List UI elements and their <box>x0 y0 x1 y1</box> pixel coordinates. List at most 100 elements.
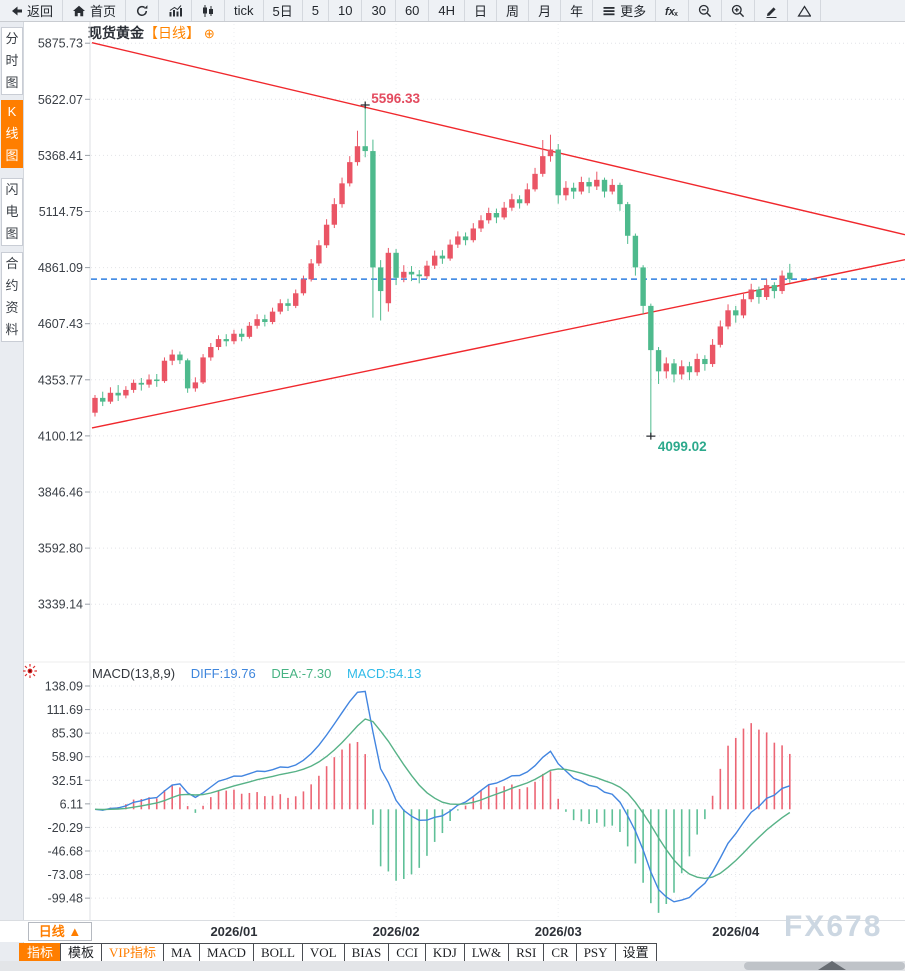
candlestick-series <box>92 104 793 437</box>
xaxis-row: 日线 ▲ <box>0 920 905 942</box>
indicator-tab-MACD[interactable]: MACD <box>198 943 254 962</box>
toolbar-button-label: 首页 <box>90 4 117 19</box>
sidebar-item-lightning[interactable]: 闪电图 <box>1 178 23 246</box>
period-label: 【日线】 <box>144 25 200 41</box>
price-axis-labels: 5875.73 5622.07 5368.41 5114.75 4861.09 4607.… <box>38 37 90 612</box>
toolbar-button-label: 年 <box>570 4 584 19</box>
pencil-icon <box>764 4 778 18</box>
sidebar-item-time-share[interactable]: 分时图 <box>1 27 23 95</box>
svg-text:-73.08: -73.08 <box>48 868 83 882</box>
indicator-tab-CR[interactable]: CR <box>543 943 577 962</box>
toolbar-button-month[interactable]: 月 <box>529 0 562 21</box>
svg-text:32.51: 32.51 <box>52 774 83 788</box>
toolbar-button-min5[interactable]: 5 <box>303 0 329 21</box>
svg-text:x: x <box>674 11 678 18</box>
svg-text:111.69: 111.69 <box>47 703 83 717</box>
toolbar-button-zoom-in[interactable] <box>722 0 756 21</box>
toolbar-button-tick[interactable]: tick <box>225 0 264 21</box>
toolbar-button-min10[interactable]: 10 <box>329 0 363 21</box>
period-selector-arrow-icon: ▲ <box>68 924 82 939</box>
macd-macd-value: MACD:54.13 <box>346 666 422 681</box>
toolbar-button-back[interactable]: 返回 <box>0 0 64 21</box>
sidebar-item-contract-info[interactable]: 合约资料 <box>1 252 23 342</box>
toolbar-button-label: 10 <box>338 3 353 18</box>
toolbar-button-5d[interactable]: 5日 <box>264 0 303 21</box>
trendline-ascending-support <box>91 258 905 429</box>
indicator-tab-模板[interactable]: 模板 <box>60 943 103 962</box>
fx-icon: fx x <box>665 4 679 18</box>
svg-text:5875.73: 5875.73 <box>38 37 83 51</box>
indicator-tab-KDJ[interactable]: KDJ <box>424 943 465 962</box>
toolbar-button-label: 更多 <box>620 4 647 19</box>
pane-resize-handle-icon[interactable] <box>818 961 846 970</box>
macd-params-label: MACD(13,8,9) <box>92 666 176 681</box>
toolbar-button-year[interactable]: 年 <box>561 0 594 21</box>
back-arrow-icon <box>9 4 23 18</box>
svg-text:-20.29: -20.29 <box>48 821 83 835</box>
pane-borders <box>24 22 905 920</box>
indicator-settings-icon[interactable] <box>22 663 38 684</box>
toolbar-button-column-chart[interactable] <box>159 0 193 21</box>
indicator-tab-VIP指标[interactable]: VIP指标 <box>101 943 164 962</box>
add-compare-icon[interactable]: ⊕ <box>203 26 215 41</box>
svg-text:85.30: 85.30 <box>52 727 83 741</box>
indicator-tab-MA[interactable]: MA <box>162 943 200 962</box>
indicator-tab-CCI[interactable]: CCI <box>388 943 426 962</box>
toolbar-button-label: 返回 <box>27 4 54 19</box>
toolbar-button-label: 5 <box>311 3 319 18</box>
indicator-tab-LW&[interactable]: LW& <box>463 943 510 962</box>
bottom-scrollbar-track[interactable] <box>0 961 905 971</box>
toolbar-button-label: 60 <box>404 3 420 18</box>
toolbar-button-shape[interactable] <box>788 0 822 21</box>
indicator-tab-VOL[interactable]: VOL <box>301 943 345 962</box>
toolbar-button-4h[interactable]: 4H <box>429 0 466 21</box>
svg-text:6.11: 6.11 <box>60 797 83 811</box>
toolbar-button-draw[interactable] <box>755 0 789 21</box>
toolbar-button-label: 日 <box>474 4 488 19</box>
toolbar: 返回 首页 tick 5日 5 10 30 60 4H 日 周 月 年 更多 fx x <box>0 0 905 22</box>
indicator-tab-设置[interactable]: 设置 <box>614 943 657 962</box>
macd-dea-value: DEA:-7.30 <box>271 666 332 681</box>
svg-text:fx: fx <box>665 6 676 18</box>
macd-axis-labels: 138.09 111.69 85.30 58.90 32.51 6.11 -20.29 -46… <box>45 680 90 906</box>
indicator-tab-RSI[interactable]: RSI <box>508 943 545 962</box>
toolbar-button-label: tick <box>234 3 254 18</box>
toolbar-button-candle-chart[interactable] <box>192 0 226 21</box>
indicator-tab-PSY[interactable]: PSY <box>575 943 616 962</box>
toolbar-button-label: 5日 <box>272 4 293 19</box>
toolbar-button-more[interactable]: 更多 <box>593 0 657 21</box>
toolbar-button-min30[interactable]: 30 <box>362 0 396 21</box>
zoom-in-icon <box>731 4 745 18</box>
indicator-tab-BIAS[interactable]: BIAS <box>343 943 390 962</box>
indicator-tab-BOLL[interactable]: BOLL <box>252 943 303 962</box>
svg-text:4607.43: 4607.43 <box>38 317 83 331</box>
svg-text:5368.41: 5368.41 <box>38 149 83 163</box>
toolbar-button-min60[interactable]: 60 <box>396 0 430 21</box>
svg-text:58.90: 58.90 <box>52 750 83 764</box>
toolbar-button-week[interactable]: 周 <box>497 0 530 21</box>
toolbar-button-home[interactable]: 首页 <box>63 0 127 21</box>
menu-icon <box>602 4 616 18</box>
trendline-descending-resistance <box>91 42 905 236</box>
toolbar-button-label: 30 <box>371 3 386 18</box>
triangle-icon <box>797 4 812 18</box>
svg-text:3592.80: 3592.80 <box>38 542 83 556</box>
toolbar-button-zoom-out[interactable] <box>689 0 723 21</box>
toolbar-button-fx[interactable]: fx x <box>656 0 690 21</box>
grid-lines <box>91 24 905 918</box>
toolbar-button-label: 月 <box>538 4 552 19</box>
macd-histogram <box>101 723 791 913</box>
indicator-tab-指标[interactable]: 指标 <box>19 943 62 962</box>
svg-text:-99.48: -99.48 <box>48 892 83 906</box>
period-selector-label: 日线 <box>38 924 65 939</box>
toolbar-button-day[interactable]: 日 <box>465 0 498 21</box>
refresh-icon <box>135 4 149 18</box>
toolbar-button-refresh[interactable] <box>126 0 160 21</box>
period-selector[interactable]: 日线 ▲ <box>28 922 92 941</box>
svg-text:4353.77: 4353.77 <box>38 373 83 387</box>
toolbar-button-label: 4H <box>438 3 456 18</box>
